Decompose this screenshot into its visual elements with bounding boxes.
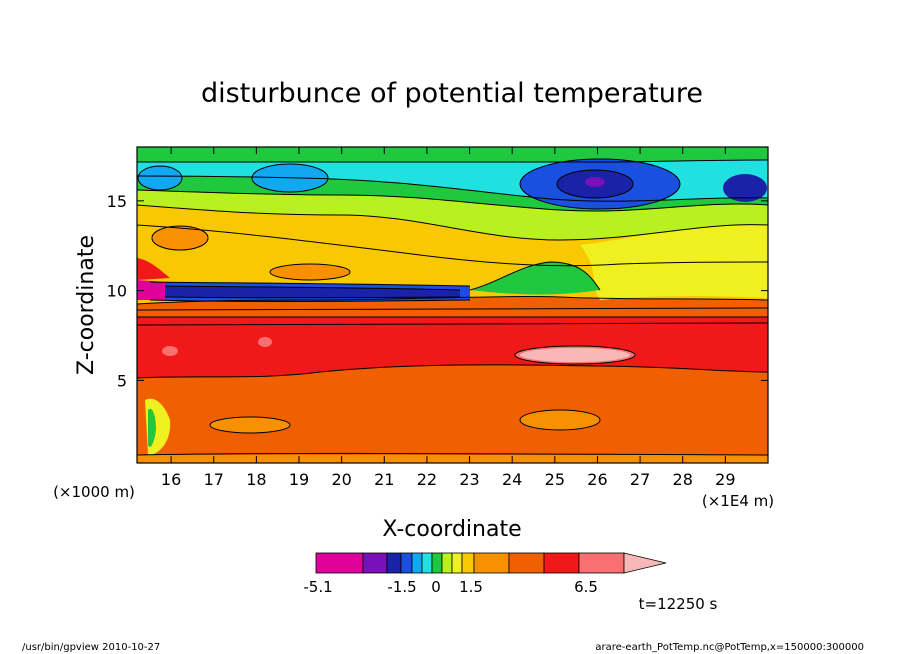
- colorbar-label: -5.1: [303, 578, 332, 596]
- x-tick-label: 29: [715, 470, 735, 489]
- cell-orange-low-2: [210, 417, 290, 433]
- y-axis-label: Z-coordinate: [74, 235, 99, 375]
- cell-orange-upper-2: [270, 264, 350, 280]
- x-tick-label: 21: [374, 470, 394, 489]
- cell-pink-3: [162, 346, 178, 356]
- cell-purple-top: [585, 177, 605, 187]
- colorbar-swatch: [508, 552, 545, 574]
- x-tick-label: 25: [545, 470, 565, 489]
- colorbar-swatch: [400, 552, 413, 574]
- x-tick-label: 17: [204, 470, 224, 489]
- cell-green-mid: [470, 262, 600, 295]
- band-yellow: [580, 224, 768, 300]
- colorbar-swatch: [461, 552, 475, 574]
- x-tick-label: 23: [459, 470, 479, 489]
- cell-pink-4: [258, 337, 272, 347]
- colorbar-swatch: [362, 552, 388, 574]
- colorbar-swatch: [441, 552, 453, 574]
- x-tick-label: 18: [246, 470, 266, 489]
- colorbar-labels: -5.1 -1.5 0 1.5 6.5: [303, 578, 598, 596]
- colorbar-label: 1.5: [459, 578, 483, 596]
- x-axis: 16 17 18 19 20 21 22 23 24 25 26 27 28 29: [161, 147, 736, 489]
- x-tick-label: 24: [502, 470, 522, 489]
- x-tick-label: 28: [673, 470, 693, 489]
- colorbar-label: -1.5: [387, 578, 416, 596]
- colorbar-swatch: [451, 552, 463, 574]
- cell-green-low: [148, 408, 156, 447]
- band-light-green: [137, 190, 768, 240]
- colorbar-label: 6.5: [574, 578, 598, 596]
- band-top-green: [137, 147, 768, 162]
- colorbar-swatch: [421, 552, 433, 574]
- y-tick-label: 15: [107, 192, 127, 211]
- colorbar-extend-arrow: [623, 552, 667, 574]
- band-magenta-edge: [137, 280, 165, 300]
- plot-frame: [136, 146, 769, 464]
- y-axis: 5 10 15: [107, 192, 768, 390]
- cell-pink-2: [520, 348, 630, 362]
- colorbar-swatch: [386, 552, 402, 574]
- colorbar-swatch: [411, 552, 423, 574]
- colorbar-label: 0: [431, 578, 441, 596]
- colorbar-swatch: [543, 552, 580, 574]
- y-tick-label: 5: [117, 371, 127, 390]
- contour-field: [137, 147, 768, 463]
- colorbar: [315, 552, 667, 574]
- x-tick-label: 19: [289, 470, 309, 489]
- footer-right: arare-earth_PotTemp.nc@PotTemp,x=150000:…: [595, 642, 864, 653]
- x-tick-label: 16: [161, 470, 181, 489]
- colorbar-swatch: [578, 552, 625, 574]
- colorbar-swatch: [431, 552, 443, 574]
- colorbar-swatch: [315, 552, 364, 574]
- cell-orange-low: [520, 410, 600, 430]
- chart-title: disturbunce of potential temperature: [201, 78, 703, 109]
- cell-red-edge: [137, 258, 170, 280]
- time-annotation: t=12250 s: [639, 595, 718, 613]
- cell-lightblue-2: [138, 166, 182, 190]
- band-surface: [137, 455, 768, 463]
- x-tick-label: 20: [331, 470, 351, 489]
- cell-darkblue-edge: [723, 174, 767, 202]
- x-axis-label: X-coordinate: [382, 517, 521, 542]
- x-tick-label: 27: [630, 470, 650, 489]
- x-tick-label: 26: [587, 470, 607, 489]
- colorbar-swatch: [473, 552, 510, 574]
- y-unit-label: (×1000 m): [53, 483, 135, 501]
- cell-orange-upper: [152, 226, 208, 250]
- x-tick-label: 22: [417, 470, 437, 489]
- y-tick-label: 10: [107, 282, 127, 301]
- x-unit-label: (×1E4 m): [702, 492, 774, 510]
- footer-left: /usr/bin/gpview 2010-10-27: [22, 642, 160, 653]
